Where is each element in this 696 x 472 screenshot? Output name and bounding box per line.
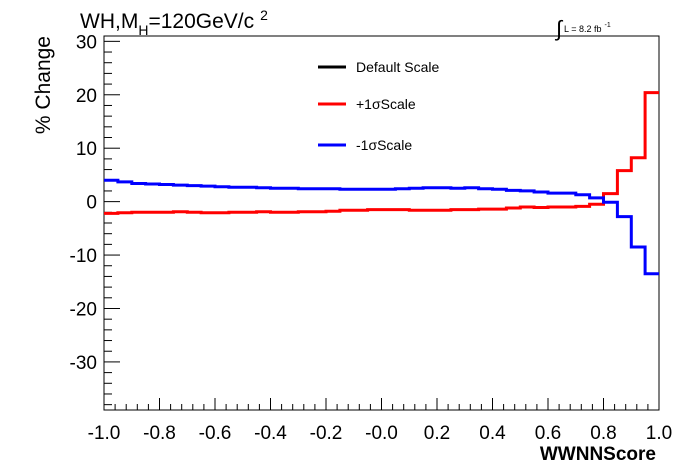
legend: Default Scale +1σScale -1σScale	[318, 59, 439, 153]
y-axis-label: % Change	[32, 36, 55, 134]
y-axis: -30 -20 -10 0 10 20 30	[70, 32, 120, 406]
title-superscript: 2	[260, 7, 268, 23]
y-tick-label: 30	[76, 32, 97, 53]
x-tick-label: 0.4	[479, 423, 506, 444]
y-tick-label: 20	[76, 86, 97, 107]
y-tick-label: -20	[70, 299, 97, 320]
x-axis-label: WWNNScore	[540, 444, 656, 465]
y-tick-label: 0	[86, 193, 97, 214]
x-tick-label: -0.4	[254, 423, 287, 444]
plot-frame	[103, 35, 660, 411]
x-tick-label: -1.0	[88, 423, 121, 444]
x-tick-label: 0.8	[590, 423, 616, 444]
series-line-1	[104, 91, 659, 215]
title-subscript: H	[138, 22, 148, 38]
y-tick-label: 10	[76, 139, 97, 160]
x-tick-label: 1.0	[646, 423, 672, 444]
x-tick-label: -0.6	[199, 423, 232, 444]
integral-sign: ∫	[554, 16, 564, 41]
x-tick-label: -0.8	[143, 423, 176, 444]
chart-title: WH,MH=120GeV/c 2	[80, 7, 268, 38]
x-tick-label: 0.2	[424, 423, 450, 444]
x-tick-label: -0.2	[310, 423, 343, 444]
x-axis: -1.0 -0.8 -0.6 -0.4 -0.2 -0.0 0.2 0.4 0.6 0.8 1.0	[88, 398, 672, 444]
x-tick-label: 0.6	[535, 423, 561, 444]
legend-label-1: +1σScale	[356, 96, 416, 112]
series-layer	[104, 91, 659, 276]
legend-label-0: Default Scale	[356, 59, 439, 75]
lumi-annotation: ∫ L = 8.2 fb -1	[554, 16, 611, 41]
legend-label-2: -1σScale	[356, 137, 412, 153]
y-tick-label: -30	[70, 353, 97, 374]
series-line-2	[104, 178, 659, 276]
x-tick-label: -0.0	[365, 423, 398, 444]
y-tick-label: -10	[70, 246, 97, 267]
